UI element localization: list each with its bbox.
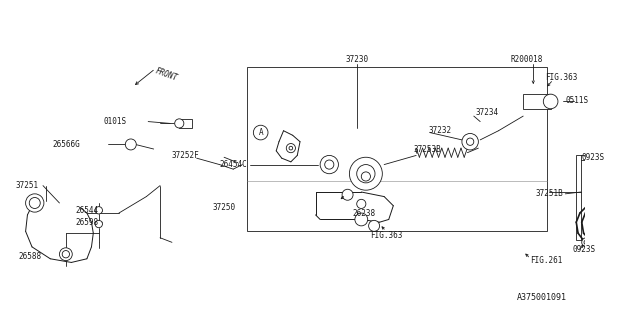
Text: 26544: 26544: [76, 206, 99, 215]
Text: 26454C: 26454C: [220, 160, 247, 169]
Text: A375001091: A375001091: [517, 293, 567, 302]
Circle shape: [582, 238, 591, 247]
Bar: [576, 156, 640, 241]
Text: 37251B: 37251B: [536, 189, 563, 198]
Text: FIG.363: FIG.363: [545, 73, 577, 82]
Text: 0923S: 0923S: [573, 245, 596, 254]
Text: 0101S: 0101S: [103, 117, 126, 126]
Bar: [523, 94, 550, 109]
Circle shape: [588, 151, 596, 160]
Text: 26588: 26588: [18, 252, 41, 260]
Circle shape: [286, 144, 296, 153]
Circle shape: [253, 125, 268, 140]
Circle shape: [584, 240, 589, 244]
Circle shape: [369, 220, 380, 231]
Text: 26566G: 26566G: [52, 140, 81, 149]
Circle shape: [26, 194, 44, 212]
Circle shape: [349, 157, 382, 190]
Circle shape: [29, 197, 40, 208]
Circle shape: [125, 139, 136, 150]
Circle shape: [467, 138, 474, 145]
Text: 26238: 26238: [352, 209, 375, 218]
Text: FRONT: FRONT: [154, 67, 179, 83]
Text: 37253B: 37253B: [413, 145, 441, 154]
Circle shape: [362, 172, 371, 181]
Text: 0923S: 0923S: [582, 153, 605, 162]
Text: 37230: 37230: [345, 55, 368, 64]
Text: R200018: R200018: [510, 55, 543, 64]
Text: 37252F: 37252F: [172, 151, 200, 160]
Bar: [179, 119, 192, 128]
Circle shape: [175, 119, 184, 128]
Bar: [247, 67, 547, 231]
Circle shape: [342, 189, 353, 200]
Circle shape: [543, 94, 558, 109]
Circle shape: [62, 251, 70, 258]
Text: 37251: 37251: [15, 181, 38, 190]
Text: A: A: [259, 128, 263, 137]
Circle shape: [60, 248, 72, 260]
Text: 37234: 37234: [476, 108, 499, 117]
Circle shape: [356, 199, 366, 208]
Circle shape: [355, 213, 368, 226]
Circle shape: [95, 207, 102, 214]
Text: FIG.363: FIG.363: [371, 230, 403, 239]
Text: 37232: 37232: [428, 126, 451, 135]
Circle shape: [462, 133, 478, 150]
Text: FIG.261: FIG.261: [531, 256, 563, 265]
Circle shape: [356, 164, 375, 183]
Text: 0511S: 0511S: [565, 96, 588, 105]
Circle shape: [320, 156, 339, 174]
Text: 37250: 37250: [212, 203, 236, 212]
Circle shape: [95, 220, 102, 228]
Text: 26598: 26598: [76, 218, 99, 227]
Circle shape: [289, 146, 292, 150]
Circle shape: [324, 160, 334, 169]
